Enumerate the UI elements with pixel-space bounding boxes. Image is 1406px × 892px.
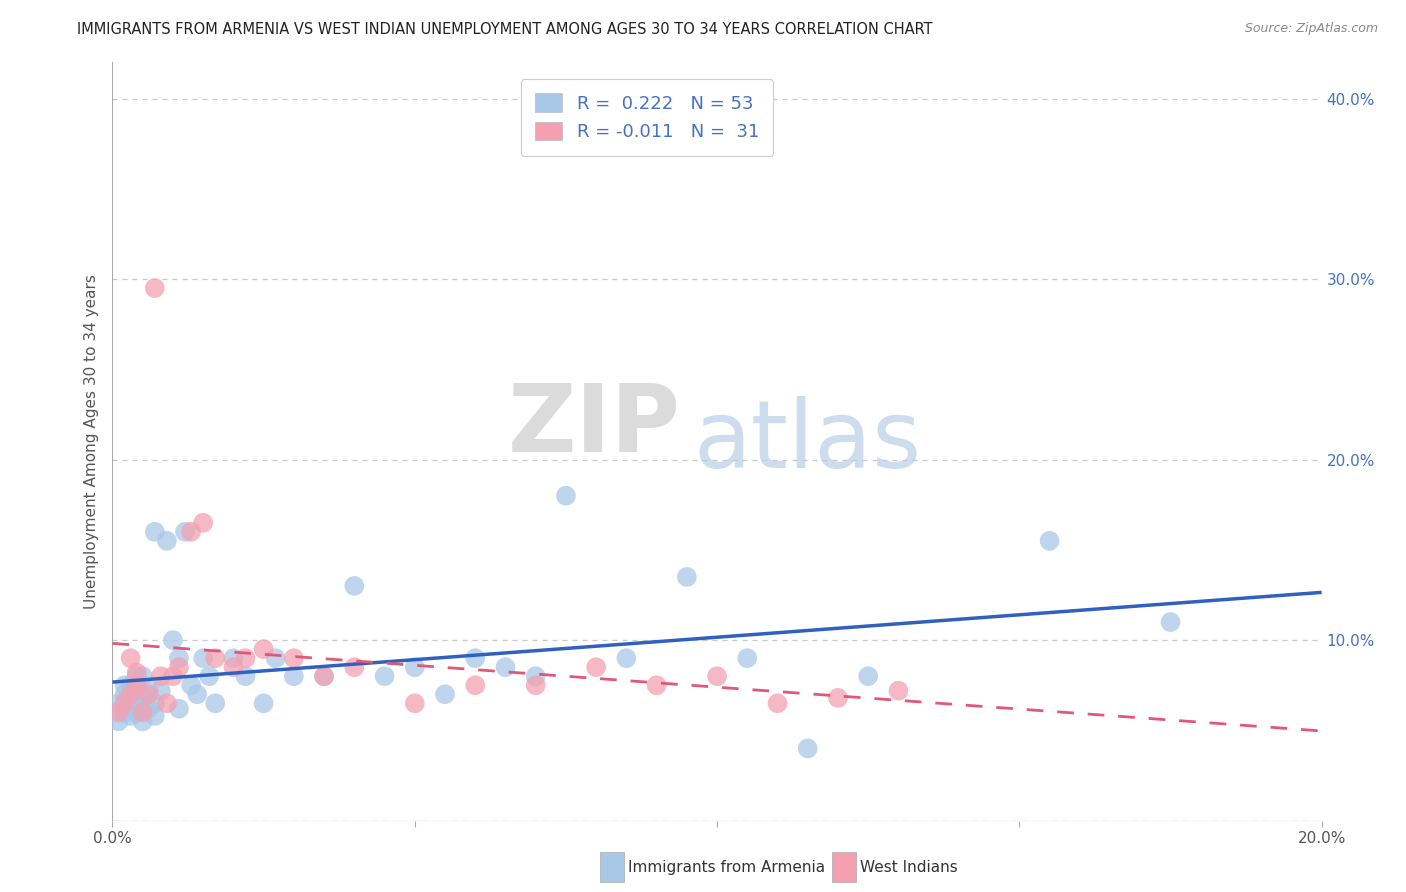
- Point: [191, 651, 214, 665]
- Point: [737, 651, 759, 665]
- Point: [143, 696, 166, 710]
- Text: Immigrants from Armenia: Immigrants from Armenia: [628, 860, 825, 874]
- Point: [856, 669, 880, 683]
- Point: [125, 706, 148, 720]
- Point: [887, 683, 910, 698]
- Point: [253, 696, 276, 710]
- Point: [138, 687, 160, 701]
- Point: [107, 714, 129, 729]
- Point: [191, 516, 214, 530]
- Point: [120, 696, 142, 710]
- Point: [554, 489, 576, 503]
- Point: [283, 669, 305, 683]
- Point: [120, 678, 142, 692]
- Point: [156, 696, 179, 710]
- Point: [433, 687, 456, 701]
- Point: [180, 524, 202, 539]
- Point: [464, 678, 486, 692]
- Point: [186, 687, 208, 701]
- Point: [796, 741, 818, 756]
- Point: [198, 669, 221, 683]
- Text: ZIP: ZIP: [508, 380, 681, 473]
- Point: [180, 678, 202, 692]
- Point: [149, 683, 172, 698]
- Point: [524, 678, 547, 692]
- Point: [1038, 533, 1062, 548]
- Point: [143, 709, 166, 723]
- Point: [107, 706, 129, 720]
- Point: [138, 683, 160, 698]
- Y-axis label: Unemployment Among Ages 30 to 34 years: Unemployment Among Ages 30 to 34 years: [83, 274, 98, 609]
- Point: [132, 714, 155, 729]
- Point: [132, 669, 155, 683]
- Point: [149, 669, 172, 683]
- Point: [120, 651, 142, 665]
- Point: [222, 660, 245, 674]
- Point: [167, 660, 190, 674]
- Point: [204, 651, 226, 665]
- Point: [235, 669, 257, 683]
- Text: IMMIGRANTS FROM ARMENIA VS WEST INDIAN UNEMPLOYMENT AMONG AGES 30 TO 34 YEARS CO: IMMIGRANTS FROM ARMENIA VS WEST INDIAN U…: [77, 22, 934, 37]
- Point: [125, 669, 148, 683]
- Point: [283, 651, 305, 665]
- Point: [495, 660, 517, 674]
- Point: [616, 651, 638, 665]
- Point: [374, 669, 396, 683]
- Point: [120, 709, 142, 723]
- Point: [585, 660, 607, 674]
- Point: [107, 696, 129, 710]
- Point: [114, 687, 136, 701]
- Point: [464, 651, 486, 665]
- Point: [162, 669, 184, 683]
- Point: [222, 651, 245, 665]
- Legend: R =  0.222   N = 53, R = -0.011   N =  31: R = 0.222 N = 53, R = -0.011 N = 31: [520, 79, 773, 156]
- Point: [264, 651, 287, 665]
- Point: [132, 687, 155, 701]
- Point: [167, 702, 190, 716]
- Point: [174, 524, 197, 539]
- Point: [167, 651, 190, 665]
- Text: atlas: atlas: [693, 395, 921, 488]
- Text: West Indians: West Indians: [860, 860, 959, 874]
- Point: [404, 660, 426, 674]
- Point: [125, 678, 148, 692]
- Point: [343, 660, 366, 674]
- Point: [253, 642, 276, 657]
- Point: [132, 706, 155, 720]
- Point: [645, 678, 668, 692]
- Point: [675, 570, 697, 584]
- Point: [114, 696, 136, 710]
- Point: [143, 524, 166, 539]
- Point: [125, 690, 148, 705]
- Point: [766, 696, 789, 710]
- Point: [125, 665, 148, 680]
- Point: [120, 687, 142, 701]
- Point: [138, 702, 160, 716]
- Point: [235, 651, 257, 665]
- Point: [156, 533, 179, 548]
- Point: [314, 669, 336, 683]
- Point: [114, 706, 136, 720]
- Point: [524, 669, 547, 683]
- Point: [132, 702, 155, 716]
- Point: [143, 281, 166, 295]
- Point: [204, 696, 226, 710]
- Point: [706, 669, 728, 683]
- Point: [827, 690, 849, 705]
- Point: [343, 579, 366, 593]
- Point: [120, 687, 142, 701]
- Point: [1159, 615, 1181, 629]
- Point: [162, 633, 184, 648]
- Point: [114, 678, 136, 692]
- Point: [404, 696, 426, 710]
- Text: Source: ZipAtlas.com: Source: ZipAtlas.com: [1244, 22, 1378, 36]
- Point: [314, 669, 336, 683]
